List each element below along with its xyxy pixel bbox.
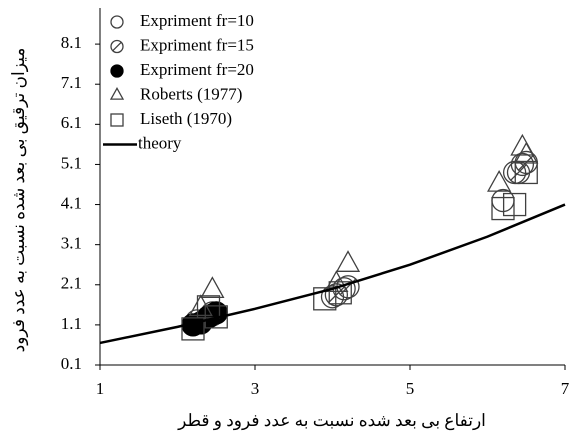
legend-marker — [109, 86, 125, 100]
marker-ring — [110, 39, 124, 54]
point — [181, 317, 205, 341]
point — [502, 192, 527, 217]
point — [514, 160, 538, 185]
legend-label: Liseth (1970) — [140, 109, 232, 128]
point — [487, 169, 512, 192]
point — [514, 141, 539, 164]
y-tick-label: 2.1 — [61, 274, 82, 293]
y-tick-label: 3.1 — [61, 234, 82, 253]
legend-label: Expriment fr=20 — [140, 60, 254, 79]
point — [204, 305, 228, 329]
x-tick-label: 5 — [406, 379, 415, 398]
marker-hatch — [510, 164, 527, 181]
legend-marker — [110, 15, 124, 29]
marker-hatch — [112, 41, 122, 52]
y-axis-label: میزان ترقیق بی بعد شده نسبت به عدد فرود — [9, 48, 29, 353]
point — [200, 276, 225, 299]
legend-marker — [110, 39, 124, 54]
y-tick-label: 5.1 — [61, 153, 82, 172]
point — [313, 287, 337, 311]
point — [335, 250, 361, 272]
y-tick-label: 1.1 — [61, 314, 82, 333]
legend-label: Roberts (1977) — [140, 84, 242, 103]
legend-marker — [110, 64, 124, 78]
theory-line — [99, 203, 566, 345]
legend-label: Expriment fr=10 — [140, 11, 254, 30]
y-tick-label: 0.1 — [61, 354, 82, 373]
legend-marker — [110, 113, 124, 127]
x-axis-label: ارتفاع بی بعد شده نسبت به عدد فرود و قطر — [177, 411, 486, 431]
legend-label: theory — [138, 133, 182, 152]
y-tick-label: 6.1 — [61, 113, 82, 132]
y-tick-label: 7.1 — [61, 73, 82, 92]
point — [196, 295, 221, 319]
y-tick-label: 4.1 — [61, 193, 82, 212]
x-tick-label: 1 — [96, 379, 105, 398]
x-tick-label: 7 — [561, 379, 570, 398]
x-tick-label: 3 — [251, 379, 260, 398]
y-tick-label: 8.1 — [61, 33, 82, 52]
point — [328, 281, 352, 305]
legend-label: Expriment fr=15 — [140, 35, 254, 54]
